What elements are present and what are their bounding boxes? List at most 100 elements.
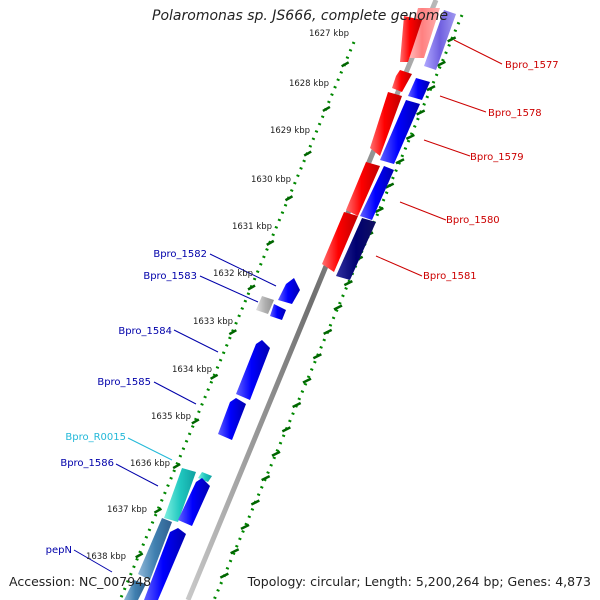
leader-bpro-1579 bbox=[423, 139, 471, 157]
gene-arrow-pepn[interactable] bbox=[144, 528, 186, 600]
gene-label-bpro-1579[interactable]: Bpro_1579 bbox=[470, 152, 524, 163]
gc-tick bbox=[416, 109, 426, 116]
gene-label-bpro-1583[interactable]: Bpro_1583 bbox=[143, 271, 197, 282]
gene-arrow-small-cyan[interactable] bbox=[198, 472, 212, 482]
gc-tick bbox=[312, 353, 322, 360]
gc-tick bbox=[447, 36, 457, 43]
kbp-label-1633: 1633 kbp bbox=[193, 317, 233, 327]
gene-arrow-bpro-1585[interactable] bbox=[218, 398, 246, 440]
gene-arrow-bpro-1578-rev[interactable] bbox=[408, 78, 430, 100]
kbp-tick bbox=[341, 61, 350, 68]
gene-arrow-bpro-1581-rev[interactable] bbox=[336, 218, 376, 280]
gc-tick bbox=[395, 158, 405, 165]
gene-arrow-bpro-1577-rev[interactable] bbox=[424, 10, 456, 70]
map-title: Polaromonas sp. JS666, complete genome bbox=[152, 8, 448, 24]
kbp-tick bbox=[191, 418, 200, 425]
kbp-label-1635: 1635 kbp bbox=[151, 412, 191, 422]
gc-tick bbox=[281, 426, 291, 433]
gene-arrow-bpro-1583[interactable] bbox=[270, 304, 286, 320]
kbp-label-1634: 1634 kbp bbox=[172, 365, 212, 375]
gc-tick bbox=[302, 377, 312, 384]
leader-bpro-1580 bbox=[399, 201, 447, 221]
leader-bpro-r0015 bbox=[127, 437, 173, 461]
gene-arrow-bpro-1579-rev[interactable] bbox=[380, 100, 420, 164]
gc-tick bbox=[343, 280, 353, 287]
kbp-label-1636: 1636 kbp bbox=[130, 459, 170, 469]
kbp-label-1630: 1630 kbp bbox=[251, 175, 291, 185]
gene-arrow-bpro-1580-rev[interactable] bbox=[360, 166, 394, 220]
leader-bpro-1584 bbox=[173, 329, 219, 353]
gc-ticks bbox=[219, 36, 457, 579]
kbp-tick bbox=[153, 507, 163, 514]
accession-text: Accession: NC_007948 bbox=[9, 574, 152, 589]
leader-pepn bbox=[73, 549, 113, 573]
kbp-tick bbox=[135, 552, 144, 559]
gene-arrow-bpro-1584[interactable] bbox=[236, 340, 270, 400]
gc-tick bbox=[385, 182, 395, 189]
gene-label-bpro-1585[interactable]: Bpro_1585 bbox=[97, 377, 151, 388]
kbp-label-1632: 1632 kbp bbox=[213, 269, 253, 279]
gene-arrow-bpro-1586[interactable] bbox=[178, 478, 210, 526]
gc-tick bbox=[292, 401, 302, 409]
gene-label-bpro-1586[interactable]: Bpro_1586 bbox=[60, 458, 114, 469]
gene-arrow-bpro-1583-gray[interactable] bbox=[256, 296, 274, 314]
leader-bpro-1577 bbox=[453, 39, 503, 65]
kbp-label-1629: 1629 kbp bbox=[270, 126, 310, 136]
leader-lines bbox=[73, 39, 503, 573]
kbp-tick bbox=[209, 373, 219, 380]
gene-arrow-bpro-1578-fwd[interactable] bbox=[392, 70, 412, 92]
kbp-label-1628: 1628 kbp bbox=[289, 79, 329, 89]
gene-arrow-bpro-1580-fwd[interactable] bbox=[346, 162, 380, 216]
topology-text: Topology: circular; Length: 5,200,264 bp… bbox=[247, 574, 591, 589]
gene-label-bpro-r0015[interactable]: Bpro_R0015 bbox=[65, 432, 126, 443]
kbp-ticks bbox=[135, 61, 350, 559]
leader-bpro-1585 bbox=[153, 381, 197, 405]
gc-tick bbox=[405, 133, 415, 140]
gc-tick bbox=[323, 328, 333, 335]
kbp-label-1638: 1638 kbp bbox=[86, 552, 126, 562]
gene-label-bpro-1580[interactable]: Bpro_1580 bbox=[446, 215, 500, 226]
leader-bpro-1578 bbox=[439, 95, 487, 113]
gc-tick bbox=[436, 60, 446, 67]
kbp-tick bbox=[322, 105, 331, 113]
gene-arrow-bpro-1582[interactable] bbox=[278, 278, 300, 304]
gc-tick bbox=[271, 450, 281, 457]
gene-arrow-fwd-top[interactable] bbox=[400, 16, 422, 62]
leader-bpro-1586 bbox=[115, 463, 159, 487]
gc-tick bbox=[374, 206, 384, 214]
gene-arrows bbox=[124, 8, 456, 600]
kbp-tick bbox=[266, 239, 275, 246]
kbp-label-1631: 1631 kbp bbox=[232, 222, 272, 232]
kbp-tick bbox=[284, 195, 294, 202]
leader-bpro-1582 bbox=[209, 253, 277, 287]
gene-label-bpro-1584[interactable]: Bpro_1584 bbox=[118, 326, 172, 337]
gene-arrow-bpro-r0015[interactable] bbox=[164, 468, 196, 522]
gc-tick bbox=[230, 548, 240, 555]
gc-tick bbox=[250, 499, 260, 506]
gc-tick bbox=[261, 475, 271, 482]
gene-label-bpro-1577[interactable]: Bpro_1577 bbox=[505, 60, 559, 71]
gc-tick bbox=[240, 523, 250, 530]
gene-label-pepn[interactable]: pepN bbox=[46, 545, 72, 556]
gene-arrow-bpro-1581-fwd[interactable] bbox=[322, 212, 358, 272]
kbp-tick bbox=[228, 329, 237, 336]
gc-tick bbox=[219, 572, 229, 579]
gene-arrow-bpro-1579-fwd[interactable] bbox=[370, 92, 402, 156]
leader-bpro-1583 bbox=[199, 275, 259, 303]
gene-arrow-steel-1[interactable] bbox=[138, 518, 172, 580]
kbp-tick bbox=[172, 462, 181, 470]
kbp-tick bbox=[303, 150, 312, 157]
gc-tick bbox=[333, 304, 343, 311]
gene-label-bpro-1578[interactable]: Bpro_1578 bbox=[488, 108, 542, 119]
leader-bpro-1581 bbox=[375, 255, 423, 277]
kbp-tick bbox=[247, 284, 256, 291]
gene-arrow-steel-2[interactable] bbox=[124, 580, 146, 600]
gene-label-bpro-1582[interactable]: Bpro_1582 bbox=[153, 249, 207, 260]
gc-tick bbox=[426, 85, 436, 92]
kbp-label-1637: 1637 kbp bbox=[107, 505, 147, 515]
kbp-label-1627: 1627 kbp bbox=[309, 29, 349, 39]
gene-label-bpro-1581[interactable]: Bpro_1581 bbox=[423, 271, 477, 282]
gc-dotted-line-left bbox=[118, 41, 356, 600]
